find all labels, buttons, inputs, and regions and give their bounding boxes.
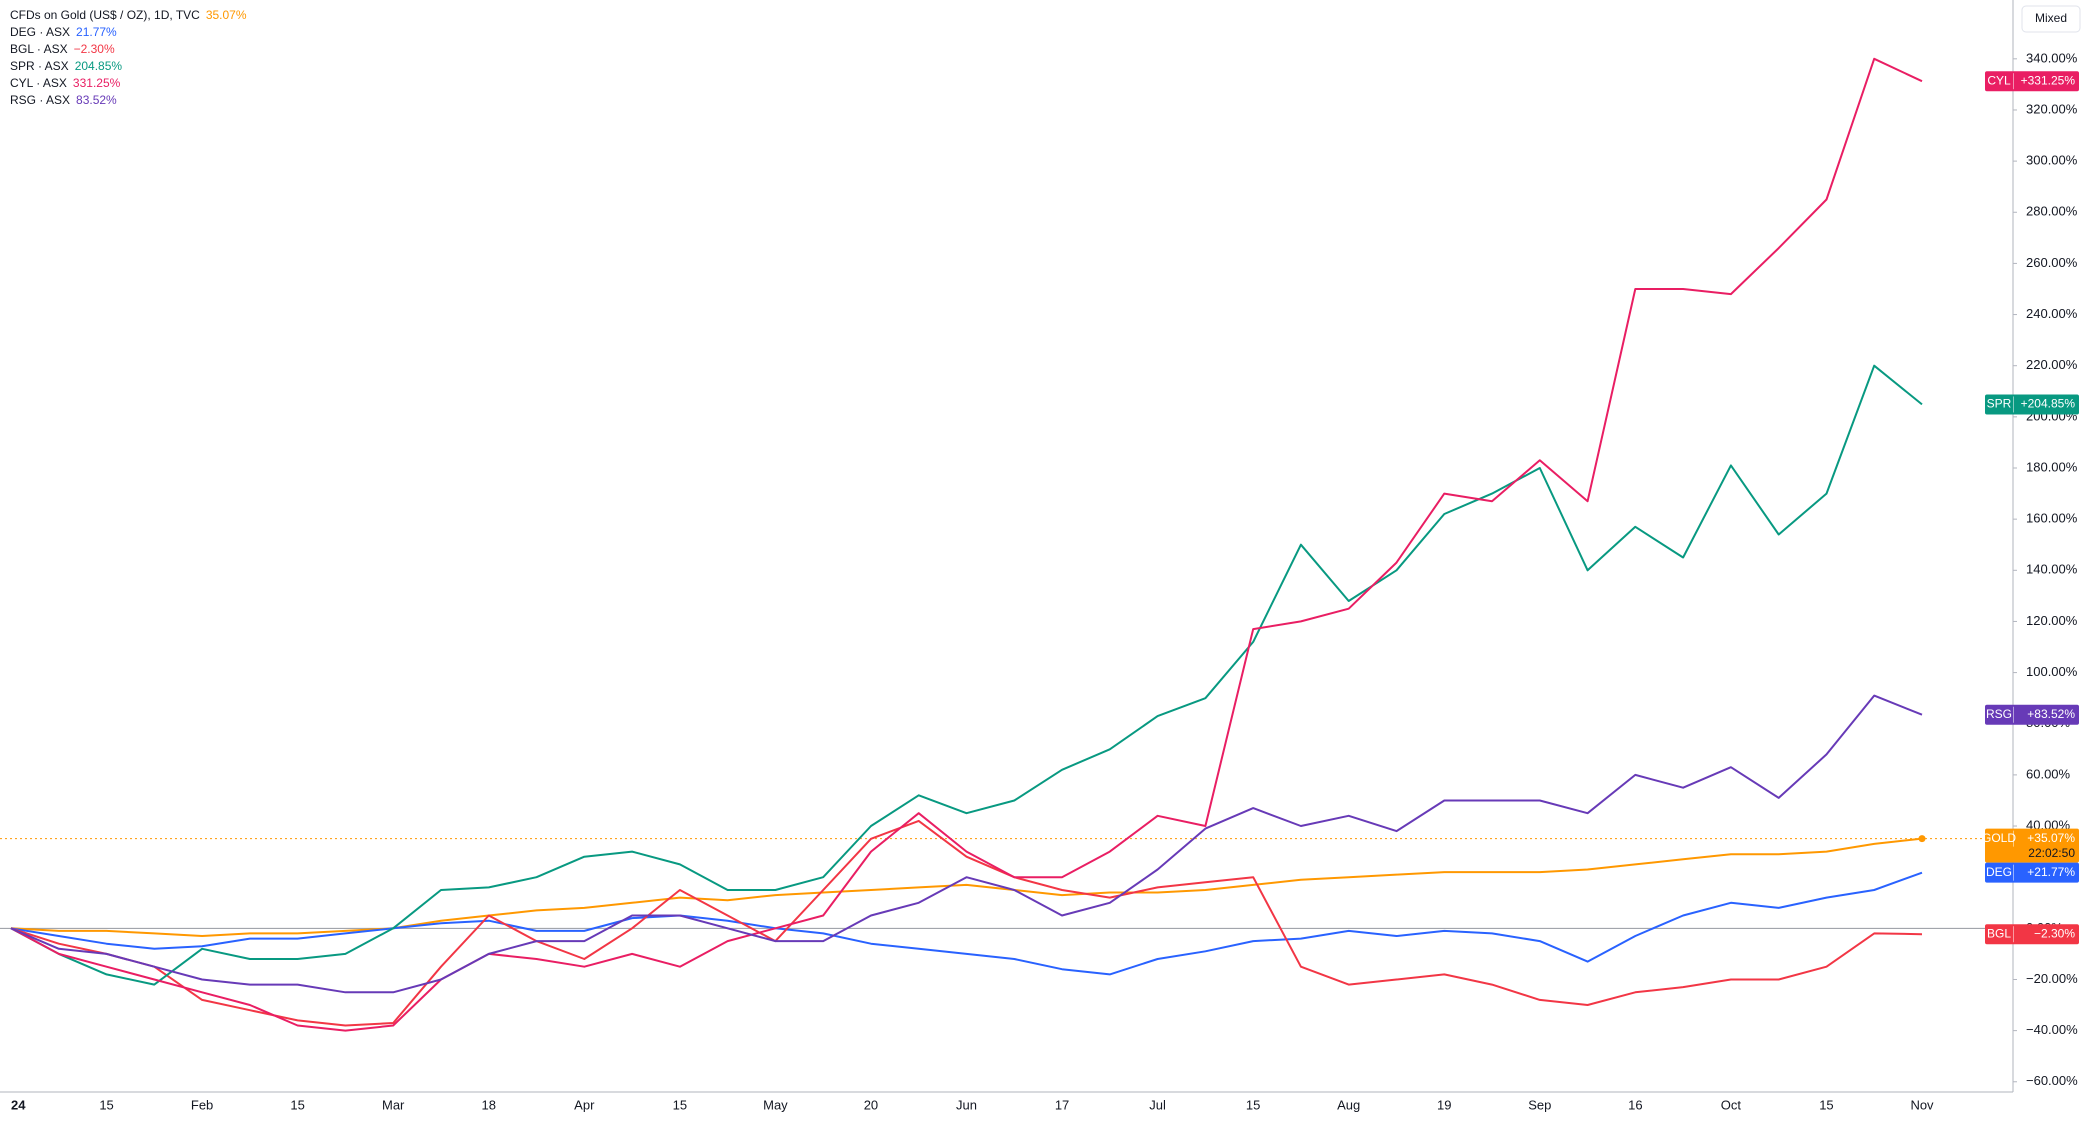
tag-divider <box>2013 706 2014 723</box>
y-tick-label: 140.00% <box>2026 562 2078 577</box>
legend-value: 204.85% <box>75 59 123 73</box>
tag-divider <box>2013 864 2014 881</box>
series-line <box>10 871 1923 976</box>
legend-name: CYL · ASX <box>10 76 67 90</box>
legend-value: 331.25% <box>73 76 121 90</box>
tag-background <box>1985 924 2079 945</box>
x-tick-label: Mar <box>382 1097 405 1112</box>
tag-countdown: 22:02:50 <box>2028 846 2075 860</box>
y-tick-label: −40.00% <box>2026 1022 2078 1037</box>
y-tick-label: 300.00% <box>2026 153 2078 168</box>
legend-value: 35.07% <box>206 8 247 22</box>
tag-background <box>1985 71 2079 92</box>
tag-symbol: GOLD <box>1982 831 2016 845</box>
y-tick-label: 180.00% <box>2026 459 2078 474</box>
y-tick-label: 160.00% <box>2026 511 2078 526</box>
tag-background <box>1985 394 2079 415</box>
x-tick-label: Sep <box>1528 1097 1551 1112</box>
price-tag: CYL +331.25% <box>1985 71 2079 92</box>
scale-mode-button[interactable]: Mixed <box>2021 5 2081 33</box>
legend-name: DEG · ASX <box>10 25 70 39</box>
tag-divider <box>2013 926 2014 943</box>
series-line <box>10 57 1923 1032</box>
x-tick-label: 18 <box>482 1097 496 1112</box>
x-tick-label: Nov <box>1910 1097 1934 1112</box>
legend-name: SPR · ASX <box>10 59 69 73</box>
tag-divider <box>2013 396 2014 413</box>
legend-name: CFDs on Gold (US$ / OZ), 1D, TVC <box>10 8 200 22</box>
tag-background <box>1985 704 2079 725</box>
legend-name: RSG · ASX <box>10 93 70 107</box>
series-line <box>10 694 1923 994</box>
tag-value: +83.52% <box>2027 707 2075 721</box>
tag-value: −2.30% <box>2034 926 2075 940</box>
x-tick-label: Oct <box>1721 1097 1742 1112</box>
x-tick-label: Aug <box>1337 1097 1360 1112</box>
y-tick-label: 240.00% <box>2026 306 2078 321</box>
series-line <box>10 364 1923 986</box>
last-value-dot <box>1918 835 1926 843</box>
y-tick-label: 260.00% <box>2026 255 2078 270</box>
price-tag: RSG +83.52% <box>1985 704 2079 725</box>
x-tick-label: 24 <box>11 1097 26 1112</box>
price-tag: GOLD +35.07%22:02:50 <box>1982 828 2079 863</box>
y-tick-label: 220.00% <box>2026 357 2078 372</box>
tag-symbol: SPR <box>1987 397 2012 411</box>
y-tick-label: 340.00% <box>2026 50 2078 65</box>
button-label[interactable]: Mixed <box>2035 11 2067 25</box>
y-tick-label: −20.00% <box>2026 971 2078 986</box>
y-tick-label: 60.00% <box>2026 766 2071 781</box>
price-tag: BGL −2.30% <box>1985 924 2079 945</box>
tag-symbol: DEG <box>1986 865 2012 879</box>
legend-value: −2.30% <box>74 42 115 56</box>
tag-value: +35.07% <box>2027 831 2075 845</box>
x-tick-label: 15 <box>673 1097 687 1112</box>
tag-value: +204.85% <box>2021 397 2076 411</box>
y-tick-label: 100.00% <box>2026 664 2078 679</box>
x-tick-label: 15 <box>99 1097 113 1112</box>
tag-background <box>1985 828 2079 863</box>
x-tick-label: 19 <box>1437 1097 1451 1112</box>
legend-value: 21.77% <box>76 25 117 39</box>
series-line <box>10 837 1923 937</box>
x-tick-label: Jun <box>956 1097 977 1112</box>
x-tick-label: Jul <box>1149 1097 1166 1112</box>
x-tick-label: 20 <box>864 1097 878 1112</box>
tag-value: +331.25% <box>2021 73 2076 87</box>
y-tick-label: 320.00% <box>2026 101 2078 116</box>
tag-value: +21.77% <box>2027 865 2075 879</box>
x-tick-label: 15 <box>1819 1097 1833 1112</box>
legend-name: BGL · ASX <box>10 42 68 56</box>
legend-value: 83.52% <box>76 93 117 107</box>
y-tick-label: −60.00% <box>2026 1073 2078 1088</box>
x-tick-label: Feb <box>191 1097 213 1112</box>
tag-divider <box>2013 830 2014 847</box>
price-tag: DEG +21.77% <box>1985 862 2079 883</box>
tag-symbol: RSG <box>1986 707 2012 721</box>
price-tag: SPR +204.85% <box>1985 394 2079 415</box>
series-line <box>10 819 1923 1027</box>
tag-symbol: BGL <box>1987 926 2011 940</box>
x-tick-label: 16 <box>1628 1097 1642 1112</box>
x-tick-label: 15 <box>290 1097 304 1112</box>
tag-symbol: CYL <box>1987 73 2011 87</box>
tag-divider <box>2013 73 2014 90</box>
x-tick-label: May <box>763 1097 788 1112</box>
x-tick-label: 17 <box>1055 1097 1069 1112</box>
tag-background <box>1985 862 2079 883</box>
y-tick-label: 120.00% <box>2026 613 2078 628</box>
button-frame[interactable] <box>2021 5 2081 33</box>
x-tick-label: Apr <box>574 1097 595 1112</box>
x-tick-label: 15 <box>1246 1097 1260 1112</box>
y-tick-label: 280.00% <box>2026 204 2078 219</box>
